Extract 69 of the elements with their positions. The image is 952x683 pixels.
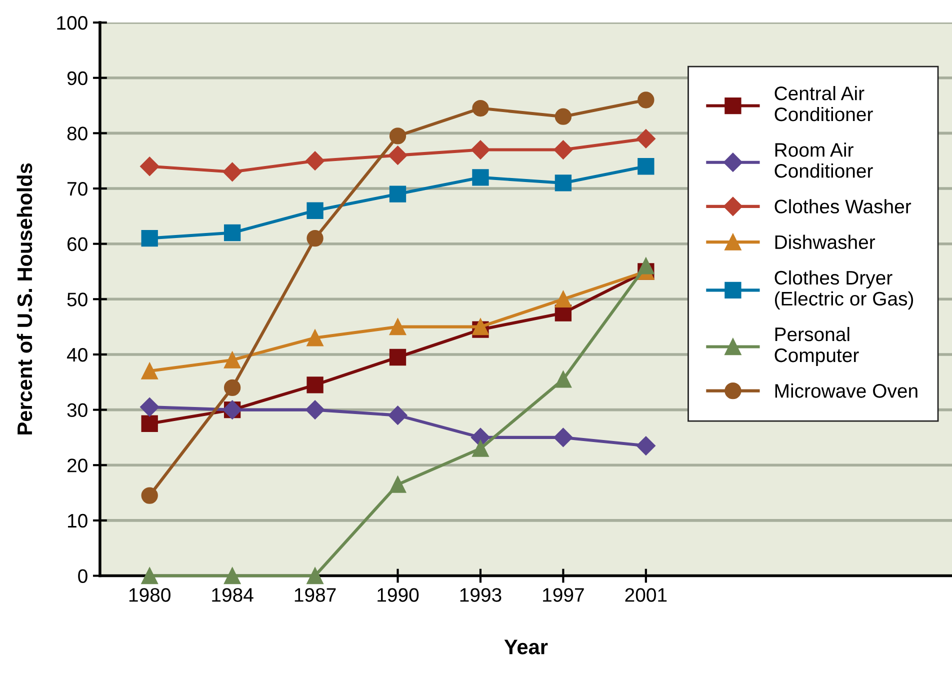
point xyxy=(554,108,572,125)
legend-label: Personal Computer xyxy=(774,326,859,366)
x-tick-label: 1990 xyxy=(378,588,419,602)
x-tick-label: 1980 xyxy=(129,588,170,602)
x-tick-label: 1987 xyxy=(294,588,336,602)
y-tick-label: 40 xyxy=(66,348,88,362)
y-axis-title: Percent of U.S. Households xyxy=(16,163,32,434)
y-tick-label: 80 xyxy=(67,126,88,140)
y-tick-label: 20 xyxy=(68,458,88,472)
point xyxy=(389,318,406,336)
point xyxy=(306,376,324,394)
y-tick-label: 60 xyxy=(68,237,88,252)
x-tick-label: 2001 xyxy=(625,588,667,602)
point xyxy=(389,348,406,366)
legend-label: Microwave Oven xyxy=(775,384,918,398)
y-tick-label: 10 xyxy=(68,514,88,528)
x-tick-label: 1993 xyxy=(460,588,502,602)
point xyxy=(472,169,489,186)
y-tick-label: 100 xyxy=(57,16,88,30)
point xyxy=(141,415,158,432)
x-axis-title: Year xyxy=(504,640,548,654)
point xyxy=(389,186,406,202)
point xyxy=(224,567,241,584)
point xyxy=(141,487,158,504)
point xyxy=(472,100,489,117)
point xyxy=(141,362,158,380)
point xyxy=(306,230,324,247)
point xyxy=(472,318,489,336)
point xyxy=(141,567,158,584)
y-tick-label: 90 xyxy=(67,71,88,86)
point xyxy=(554,140,573,160)
point xyxy=(472,440,489,457)
legend-label: Central Air Conditioner xyxy=(774,86,873,122)
point xyxy=(388,406,408,425)
point xyxy=(141,230,158,247)
point xyxy=(470,140,490,160)
point xyxy=(224,379,241,396)
point xyxy=(222,162,242,182)
point xyxy=(306,151,325,170)
x-tick-label: 1997 xyxy=(543,588,584,602)
legend-label: Room Air Conditioner xyxy=(774,142,873,178)
point xyxy=(140,156,160,176)
point xyxy=(554,174,572,192)
point xyxy=(636,436,656,456)
point xyxy=(638,92,654,108)
legend-label: Clothes Washer xyxy=(774,199,912,214)
point xyxy=(554,428,573,447)
point xyxy=(554,290,572,308)
y-tick-label: 50 xyxy=(67,292,88,306)
point xyxy=(306,330,324,346)
legend-label: Clothes Dryer (Electric or Gas) xyxy=(774,270,914,310)
legend-label: Dishwasher xyxy=(775,234,876,250)
point xyxy=(224,224,241,242)
x-tick-label: 1984 xyxy=(212,588,254,602)
point xyxy=(388,146,408,165)
point xyxy=(638,258,654,274)
point xyxy=(636,129,656,148)
point xyxy=(140,398,160,417)
point xyxy=(554,371,572,388)
point xyxy=(306,567,324,584)
y-tick-label: 30 xyxy=(67,403,88,418)
y-tick-label: 70 xyxy=(68,182,88,196)
point xyxy=(306,400,325,420)
point xyxy=(389,128,406,144)
y-tick-label: 0 xyxy=(78,569,88,584)
point xyxy=(306,202,324,219)
point xyxy=(389,476,406,493)
point xyxy=(638,158,654,175)
point xyxy=(224,352,241,368)
